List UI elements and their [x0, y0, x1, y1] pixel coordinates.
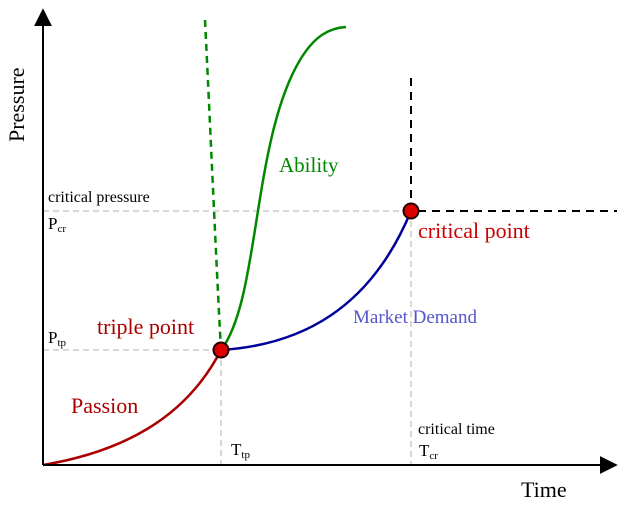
critical-point-label: critical point — [418, 218, 530, 243]
x-axis-label: Time — [521, 477, 567, 502]
passion-label: Passion — [71, 393, 138, 418]
critical-time-label: critical time — [418, 421, 495, 438]
y-axis-label: Pressure — [4, 67, 29, 142]
triple-point-label: triple point — [97, 314, 194, 339]
ability-dashed-curve — [203, 19, 223, 351]
ability-curve — [220, 25, 347, 351]
market-demand-label: Market Demand — [353, 307, 477, 328]
t-cr-tick-label: Tcr — [419, 441, 438, 462]
p-tp-tick-label: Ptp — [48, 328, 67, 349]
critical-point-marker — [402, 202, 420, 220]
market-demand-curve — [220, 210, 413, 352]
critical-pressure-label: critical pressure — [48, 189, 150, 206]
t-tp-tick-label: Ttp — [231, 440, 250, 461]
triple-point-marker — [212, 341, 230, 359]
passion-curve — [42, 349, 223, 467]
p-cr-tick-label: Pcr — [48, 214, 66, 235]
ability-label: Ability — [279, 153, 339, 177]
